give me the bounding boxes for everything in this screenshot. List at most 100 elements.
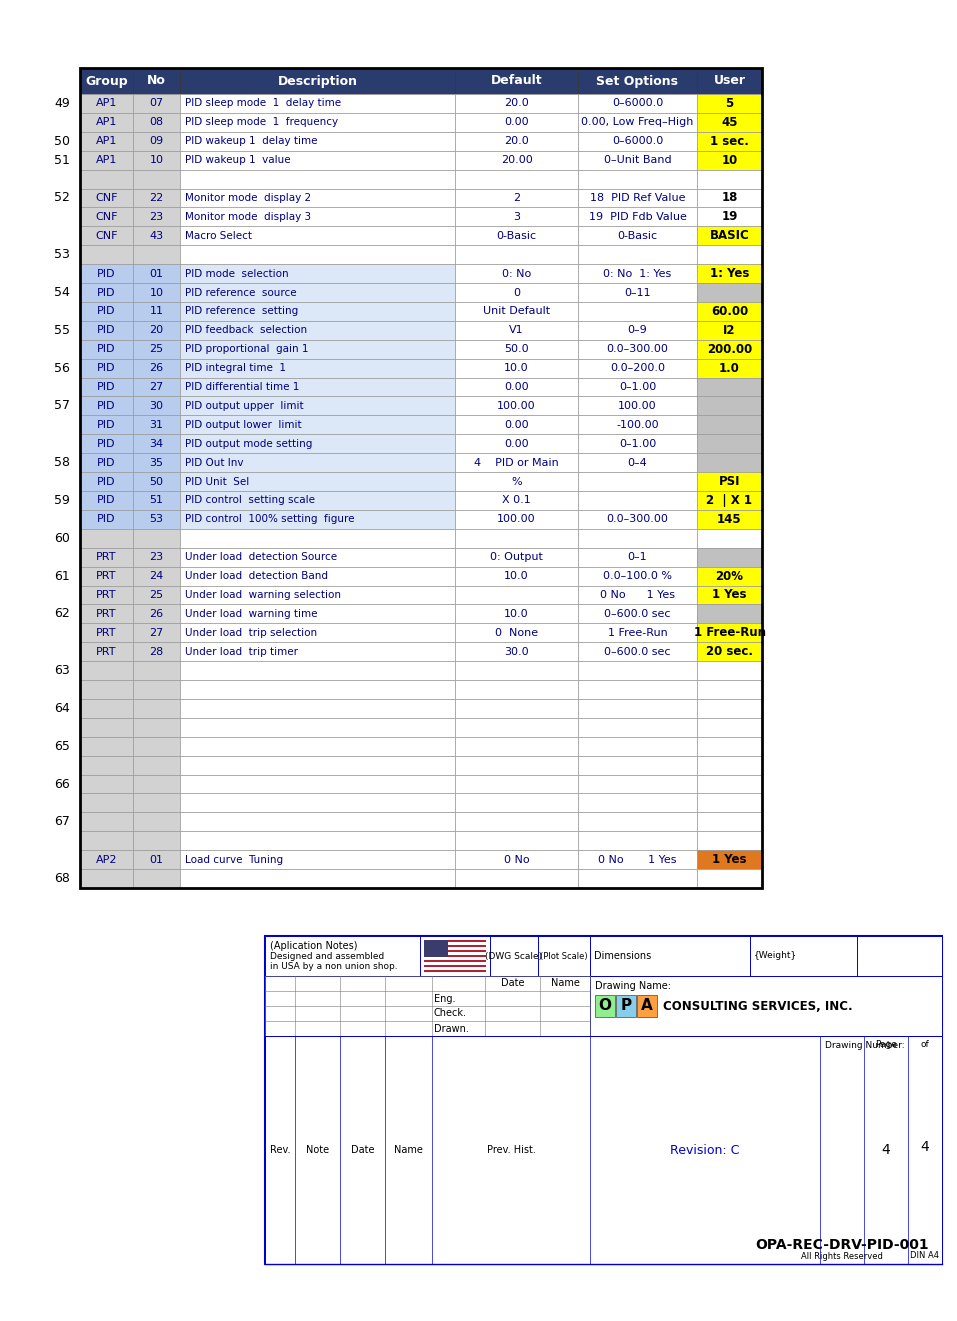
Bar xyxy=(180,303,455,321)
Text: 60.00: 60.00 xyxy=(711,305,748,318)
Text: PID Out Inv: PID Out Inv xyxy=(185,457,243,468)
Bar xyxy=(455,491,578,510)
Text: PID: PID xyxy=(98,420,116,429)
Bar xyxy=(133,189,180,207)
Bar xyxy=(180,605,455,624)
Bar xyxy=(697,359,762,378)
Text: 10.0: 10.0 xyxy=(504,609,529,618)
Text: 0  None: 0 None xyxy=(495,627,538,638)
Bar xyxy=(697,415,762,435)
Bar xyxy=(80,831,133,851)
Bar xyxy=(424,959,486,962)
Bar xyxy=(697,472,762,491)
Text: Page: Page xyxy=(875,1040,897,1049)
Bar xyxy=(578,151,697,169)
Text: 0.0–200.0: 0.0–200.0 xyxy=(610,363,665,373)
Bar xyxy=(697,869,762,888)
Text: 09: 09 xyxy=(149,136,164,147)
Text: Set Options: Set Options xyxy=(596,74,679,87)
Bar xyxy=(455,453,578,472)
Bar xyxy=(180,624,455,642)
Text: 0-Basic: 0-Basic xyxy=(497,231,537,240)
Text: 0–1.00: 0–1.00 xyxy=(619,439,657,449)
Bar xyxy=(80,189,133,207)
Bar xyxy=(697,567,762,585)
Text: PID: PID xyxy=(98,288,116,297)
Text: Check.: Check. xyxy=(434,1008,467,1018)
Text: CNF: CNF xyxy=(96,193,118,203)
Text: 4    PID or Main: 4 PID or Main xyxy=(474,457,559,468)
Text: 0: 0 xyxy=(513,288,520,297)
Bar xyxy=(697,303,762,321)
Bar xyxy=(578,415,697,435)
Bar xyxy=(578,680,697,699)
Text: %: % xyxy=(511,477,522,486)
Bar xyxy=(133,339,180,359)
Bar xyxy=(455,472,578,491)
Text: All Rights Reserved: All Rights Reserved xyxy=(801,1252,883,1262)
Text: PID: PID xyxy=(98,495,116,506)
Text: Under load  detection Band: Under load detection Band xyxy=(185,571,328,581)
Text: CNF: CNF xyxy=(96,211,118,222)
Text: 67: 67 xyxy=(55,815,70,828)
Bar xyxy=(578,737,697,756)
Bar xyxy=(578,491,697,510)
Text: 19: 19 xyxy=(722,210,738,223)
Text: 1 Yes: 1 Yes xyxy=(712,853,746,867)
Bar xyxy=(80,303,133,321)
Bar xyxy=(697,67,762,94)
Text: 0 No      1 Yes: 0 No 1 Yes xyxy=(600,590,675,600)
Text: 10.0: 10.0 xyxy=(504,571,529,581)
Text: PID: PID xyxy=(98,514,116,524)
Bar xyxy=(180,472,455,491)
Text: 1: Yes: 1: Yes xyxy=(710,267,749,280)
Text: 35: 35 xyxy=(149,457,164,468)
Bar xyxy=(133,94,180,112)
Bar xyxy=(697,378,762,396)
Bar xyxy=(180,207,455,226)
Text: PID output upper  limit: PID output upper limit xyxy=(185,402,303,411)
Text: PID sleep mode  1  frequency: PID sleep mode 1 frequency xyxy=(185,118,338,127)
Text: PID: PID xyxy=(98,345,116,354)
Bar xyxy=(578,207,697,226)
Bar xyxy=(424,942,486,945)
Bar xyxy=(697,624,762,642)
Text: 10: 10 xyxy=(149,288,164,297)
Bar xyxy=(578,226,697,246)
Bar xyxy=(180,189,455,207)
Bar xyxy=(578,548,697,567)
Text: 30: 30 xyxy=(149,402,164,411)
Bar xyxy=(133,207,180,226)
Bar xyxy=(424,941,486,972)
Text: OPA-REC-DRV-PID-001: OPA-REC-DRV-PID-001 xyxy=(755,1238,929,1252)
Text: 68: 68 xyxy=(55,872,70,885)
Text: 45: 45 xyxy=(722,116,738,129)
Text: PID: PID xyxy=(98,382,116,392)
Bar xyxy=(697,112,762,132)
Bar xyxy=(180,453,455,472)
Bar xyxy=(133,303,180,321)
Bar xyxy=(455,94,578,112)
Bar xyxy=(424,947,486,950)
Bar xyxy=(424,970,486,972)
Bar xyxy=(80,435,133,453)
Bar xyxy=(133,774,180,794)
Text: Monitor mode  display 3: Monitor mode display 3 xyxy=(185,211,311,222)
Text: 20.0: 20.0 xyxy=(504,136,529,147)
Bar xyxy=(80,246,133,264)
Text: 60: 60 xyxy=(55,532,70,544)
Bar xyxy=(133,567,180,585)
Bar xyxy=(697,680,762,699)
Bar xyxy=(180,112,455,132)
Bar xyxy=(697,510,762,528)
Text: 57: 57 xyxy=(54,399,70,412)
Bar xyxy=(180,435,455,453)
Bar xyxy=(133,717,180,737)
Bar xyxy=(133,605,180,624)
Text: 0–1: 0–1 xyxy=(628,552,647,563)
Text: 20%: 20% xyxy=(716,569,744,583)
Text: 145: 145 xyxy=(717,513,742,526)
Bar xyxy=(80,396,133,415)
Text: 20.00: 20.00 xyxy=(501,155,532,165)
Bar xyxy=(80,151,133,169)
